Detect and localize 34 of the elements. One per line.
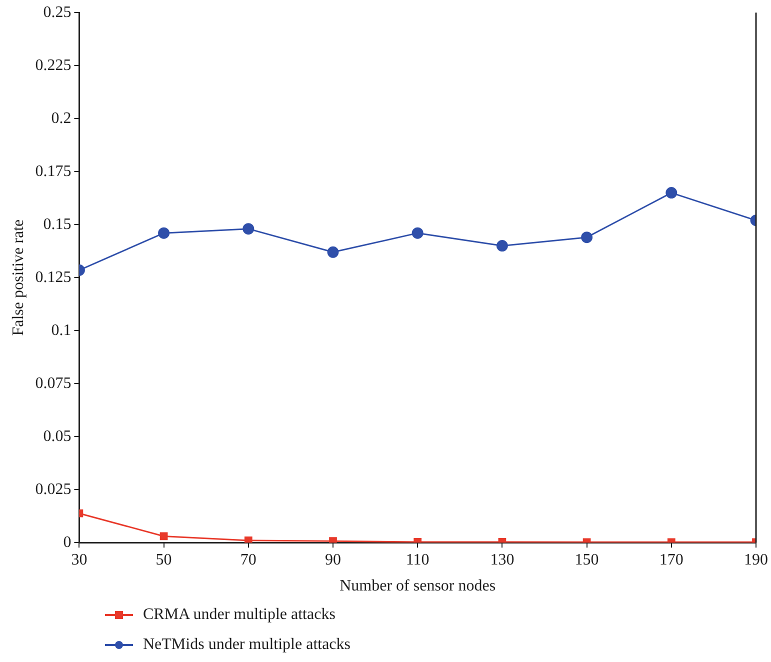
x-axis-title: Number of sensor nodes	[340, 578, 496, 595]
y-axis-title: False positive rate	[10, 219, 27, 336]
y-tick-label: 0.1	[51, 322, 72, 339]
y-tick-label: 0.175	[35, 162, 72, 180]
y-tick-label: 0.225	[35, 56, 72, 74]
x-tick-label: 30	[71, 551, 88, 568]
y-tick-label: 0	[63, 534, 72, 551]
point	[160, 532, 168, 540]
point	[581, 232, 593, 244]
y-tick-label: 0.05	[43, 428, 72, 445]
x-tick-label: 190	[744, 551, 768, 568]
x-tick-label: 150	[574, 551, 599, 568]
x-tick-label: 110	[406, 551, 430, 568]
y-tick-label: 0.25	[43, 4, 72, 21]
legend-label: NeTMids under multiple attacks	[143, 636, 351, 654]
y-tick-label: 0.2	[51, 110, 72, 127]
x-tick-label: 50	[156, 551, 172, 568]
y-tick-label: 0.075	[35, 374, 72, 392]
point	[329, 537, 337, 543]
point	[412, 227, 424, 239]
y-tick-label: 0.15	[43, 216, 72, 233]
x-tick-label: 90	[325, 551, 341, 568]
x-tick-label: 70	[240, 551, 256, 568]
y-tick-label: 0.025	[35, 480, 72, 498]
point	[666, 187, 678, 199]
legend-label: CRMA under multiple attacks	[143, 606, 336, 624]
point	[242, 223, 254, 235]
point	[496, 240, 508, 252]
point	[158, 227, 170, 239]
point	[244, 536, 252, 543]
point	[327, 246, 339, 258]
x-tick-label: 130	[490, 551, 514, 568]
x-tick-label: 170	[659, 551, 684, 568]
y-tick-label: 0.125	[35, 268, 72, 286]
